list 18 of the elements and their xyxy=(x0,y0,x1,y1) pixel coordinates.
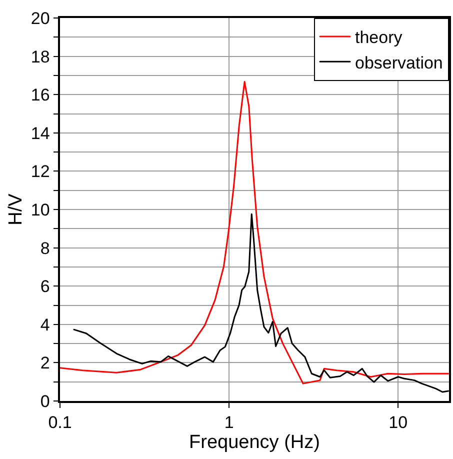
y-tick-label: 18 xyxy=(30,47,50,66)
y-tick-label: 2 xyxy=(40,354,50,373)
y-tick-label: 6 xyxy=(40,277,50,296)
y-axis-title: H/V xyxy=(5,193,26,226)
y-tick-label: 20 xyxy=(30,8,50,28)
x-tick-label: 1 xyxy=(224,413,234,432)
y-tick-label: 8 xyxy=(40,238,50,258)
y-tick-label: 0 xyxy=(40,392,50,411)
y-tick-label: 14 xyxy=(30,124,50,143)
legend-label: theory xyxy=(355,28,403,48)
y-tick-label: 10 xyxy=(30,200,50,220)
y-tick-label: 16 xyxy=(30,86,50,105)
y-tick-label: 12 xyxy=(30,162,50,182)
x-tick-label: 10 xyxy=(388,413,408,432)
x-axis-title: Frequency (Hz) xyxy=(189,432,320,454)
y-tick-label: 4 xyxy=(40,315,50,334)
legend-label: observation xyxy=(355,53,443,72)
x-tick-label: 0.1 xyxy=(48,413,72,432)
